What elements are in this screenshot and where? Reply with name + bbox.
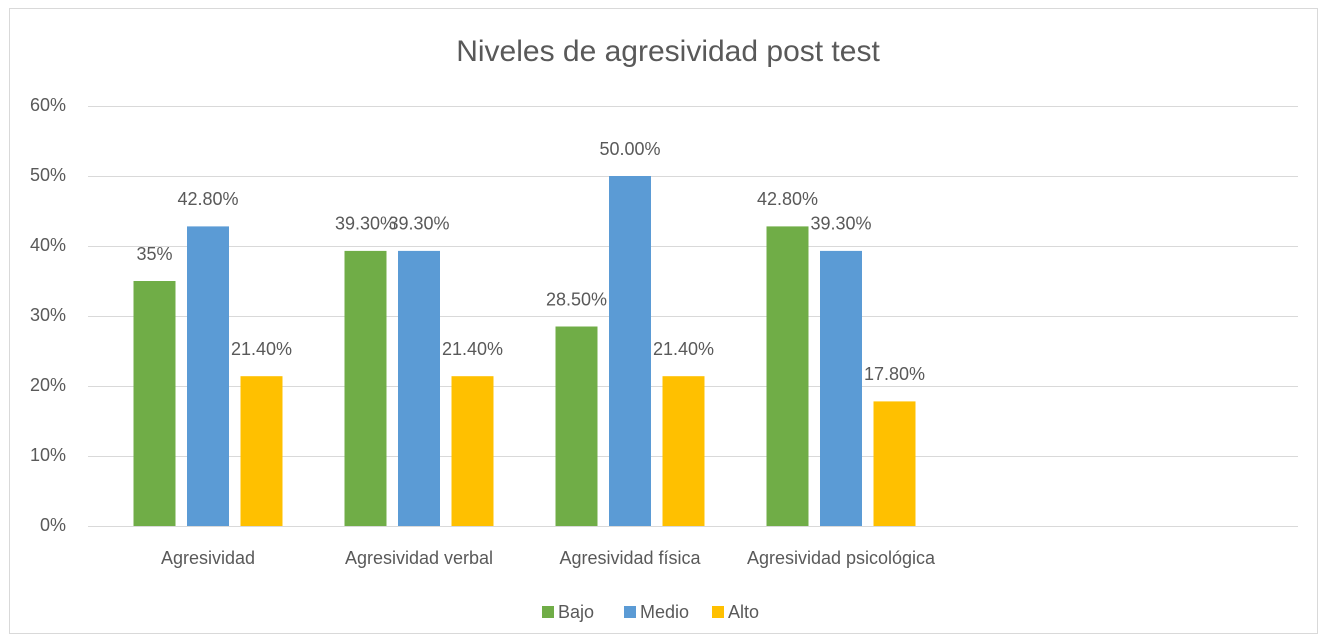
bar bbox=[766, 226, 809, 526]
y-tick-label: 40% bbox=[30, 235, 66, 255]
value-label: 28.50% bbox=[546, 289, 607, 309]
value-label: 21.40% bbox=[653, 339, 714, 359]
bar bbox=[873, 401, 916, 526]
legend-label: Alto bbox=[728, 602, 759, 622]
bar bbox=[398, 250, 440, 526]
value-label: 42.80% bbox=[177, 189, 238, 209]
bar bbox=[609, 176, 651, 526]
bar bbox=[555, 326, 598, 526]
y-tick-label: 10% bbox=[30, 445, 66, 465]
value-label: 21.40% bbox=[231, 339, 292, 359]
value-label: 21.40% bbox=[442, 339, 503, 359]
value-label: 39.30% bbox=[388, 214, 449, 234]
y-tick-label: 60% bbox=[30, 95, 66, 115]
bar bbox=[820, 250, 862, 526]
y-tick-label: 30% bbox=[30, 305, 66, 325]
value-label: 42.80% bbox=[757, 189, 818, 209]
x-tick-label: Agresividad física bbox=[559, 548, 701, 568]
bar bbox=[451, 376, 494, 526]
bar bbox=[344, 250, 387, 526]
value-label: 50.00% bbox=[599, 139, 660, 159]
value-label: 17.80% bbox=[864, 364, 925, 384]
x-tick-label: Agresividad psicológica bbox=[747, 548, 936, 568]
legend-swatch bbox=[542, 606, 554, 618]
bar bbox=[187, 226, 229, 526]
legend-label: Medio bbox=[640, 602, 689, 622]
x-tick-label: Agresividad bbox=[161, 548, 255, 568]
chart-title: Niveles de agresividad post test bbox=[456, 35, 880, 68]
value-label: 39.30% bbox=[810, 214, 871, 234]
y-tick-label: 20% bbox=[30, 375, 66, 395]
legend-swatch bbox=[712, 606, 724, 618]
legend-label: Bajo bbox=[558, 602, 594, 622]
y-tick-label: 0% bbox=[40, 515, 66, 535]
bar bbox=[133, 281, 176, 526]
y-tick-label: 50% bbox=[30, 165, 66, 185]
value-label: 35% bbox=[136, 244, 172, 264]
value-label: 39.30% bbox=[335, 214, 396, 234]
x-tick-label: Agresividad verbal bbox=[345, 548, 493, 568]
legend-swatch bbox=[624, 606, 636, 618]
bar bbox=[240, 376, 283, 526]
bar bbox=[662, 376, 705, 526]
